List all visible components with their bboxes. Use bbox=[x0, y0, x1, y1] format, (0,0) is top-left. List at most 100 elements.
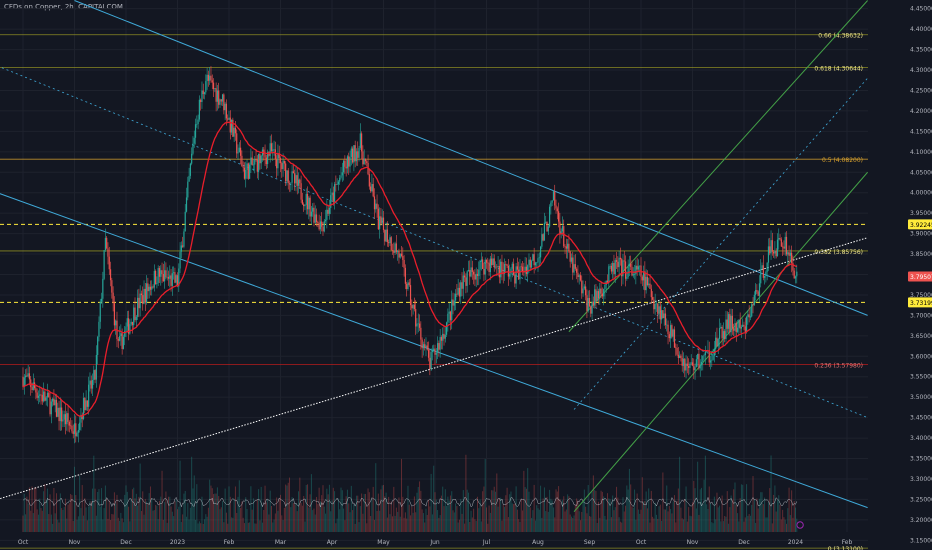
volume-bar bbox=[390, 501, 392, 532]
green-channel-upper[interactable] bbox=[568, 0, 868, 333]
volume-bar bbox=[376, 511, 378, 532]
volume-bar bbox=[599, 517, 601, 532]
candle-body bbox=[478, 269, 480, 276]
volume-bar bbox=[506, 487, 508, 532]
candle-body bbox=[121, 333, 123, 349]
volume-bar bbox=[291, 497, 293, 532]
candle-body bbox=[778, 237, 780, 240]
volume-bar bbox=[77, 516, 79, 532]
volume-bar bbox=[722, 521, 724, 532]
volume-bar bbox=[475, 520, 477, 532]
volume-bar bbox=[666, 485, 668, 532]
descending-channel-mid[interactable] bbox=[0, 66, 868, 419]
volume-bar bbox=[543, 487, 545, 532]
candle-body bbox=[492, 258, 494, 266]
candle-body bbox=[254, 159, 256, 165]
volume-bar bbox=[336, 518, 338, 532]
candle-body bbox=[134, 307, 136, 321]
candle-body bbox=[227, 118, 229, 120]
candle-body bbox=[708, 350, 710, 363]
candle-body bbox=[666, 324, 668, 326]
volume-bar bbox=[375, 463, 377, 532]
x-axis-tick-label: Apr bbox=[327, 539, 338, 546]
volume-bar bbox=[710, 503, 712, 532]
volume-bar bbox=[643, 501, 645, 532]
volume-bar bbox=[256, 499, 258, 532]
candle-body bbox=[22, 376, 24, 387]
candle-body bbox=[288, 182, 291, 184]
volume-bar bbox=[565, 509, 567, 532]
volume-bar bbox=[156, 505, 158, 532]
candle-body bbox=[50, 401, 52, 415]
volume-bar bbox=[451, 491, 453, 532]
volume-bar bbox=[350, 485, 352, 532]
volume-bar bbox=[142, 491, 144, 532]
candle-body bbox=[349, 156, 351, 167]
candle-body bbox=[380, 216, 382, 224]
fib-level-label: 0.382 (3.85756) bbox=[814, 249, 863, 256]
volume-bar bbox=[550, 498, 552, 532]
y-axis-tick-label: 3.90000 bbox=[910, 231, 932, 238]
candle-body bbox=[385, 229, 387, 242]
candle-body bbox=[749, 316, 752, 318]
candle-body bbox=[619, 257, 621, 260]
volume-bar bbox=[214, 493, 216, 532]
volume-bar bbox=[461, 513, 463, 532]
volume-bar bbox=[747, 515, 749, 532]
volume-bar bbox=[148, 493, 150, 532]
candle-body bbox=[270, 143, 273, 152]
candle-body bbox=[444, 334, 446, 339]
candle-body bbox=[279, 158, 282, 164]
candle-body bbox=[348, 156, 350, 167]
candle-body bbox=[594, 289, 596, 306]
volume-bar bbox=[287, 482, 289, 532]
volume-bar bbox=[421, 509, 423, 532]
candle-body bbox=[482, 259, 484, 269]
volume-bar bbox=[58, 522, 60, 532]
volume-bar bbox=[702, 504, 704, 532]
candle-body bbox=[545, 221, 547, 223]
volume-bar bbox=[668, 505, 670, 532]
volume-bar bbox=[184, 490, 186, 532]
volume-bar bbox=[645, 491, 647, 532]
candle-body bbox=[715, 337, 717, 350]
candle-body bbox=[748, 314, 750, 318]
volume-bar bbox=[174, 501, 176, 532]
volume-bar bbox=[331, 500, 333, 532]
volume-bar bbox=[677, 488, 679, 532]
volume-bar bbox=[664, 509, 666, 532]
volume-bar bbox=[466, 489, 468, 532]
x-axis-tick-label: Jun bbox=[429, 539, 440, 546]
green-channel-mid[interactable] bbox=[573, 77, 868, 410]
volume-bar bbox=[752, 476, 754, 532]
y-axis-tick-label: 4.05000 bbox=[910, 169, 932, 176]
volume-bar bbox=[125, 485, 127, 532]
volume-bar bbox=[294, 504, 296, 532]
candle-body bbox=[66, 413, 68, 425]
volume-bar bbox=[555, 489, 557, 532]
candle-body bbox=[390, 237, 392, 251]
volume-bar bbox=[743, 521, 745, 532]
volume-bar bbox=[131, 489, 133, 532]
candle-body bbox=[667, 324, 669, 335]
candle-body bbox=[754, 290, 757, 295]
candle-body bbox=[657, 303, 659, 314]
volume-bar bbox=[688, 507, 690, 532]
event-marker-icon[interactable] bbox=[796, 521, 804, 529]
candle-body bbox=[565, 246, 567, 249]
volume-bar bbox=[486, 507, 487, 532]
candle-body bbox=[730, 315, 732, 333]
volume-bar bbox=[325, 513, 327, 532]
volume-bar bbox=[346, 489, 348, 532]
green-channel-lower[interactable] bbox=[573, 171, 868, 513]
volume-bar bbox=[64, 498, 66, 532]
candle-body bbox=[422, 344, 425, 349]
volume-bar bbox=[37, 514, 39, 532]
ascending-trendline[interactable] bbox=[0, 237, 868, 500]
volume-bar bbox=[479, 499, 481, 532]
candle-body bbox=[736, 327, 739, 332]
descending-channel-upper[interactable] bbox=[74, 0, 868, 316]
candle-body bbox=[273, 149, 275, 150]
volume-bar bbox=[578, 511, 580, 532]
